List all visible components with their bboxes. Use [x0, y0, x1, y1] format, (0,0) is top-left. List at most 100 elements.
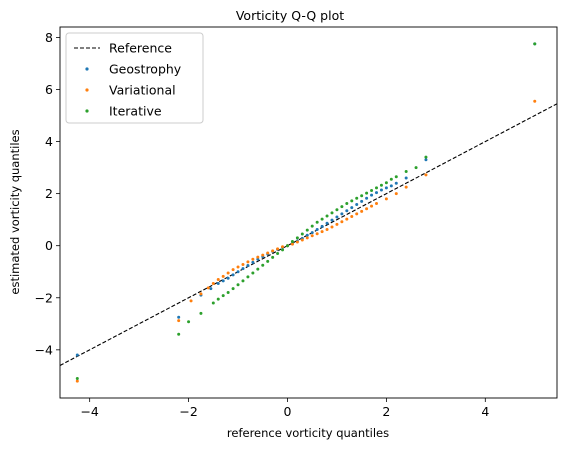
point-variational: [256, 255, 260, 259]
point-iterative: [271, 255, 275, 259]
point-variational: [236, 265, 240, 269]
point-geostrophy: [246, 263, 250, 267]
y-tick-label: −2: [35, 290, 53, 305]
point-iterative: [340, 205, 344, 209]
legend-swatch-variational: [85, 88, 89, 92]
point-geostrophy: [325, 221, 329, 225]
point-geostrophy: [340, 212, 344, 216]
legend-label-variational: Variational: [109, 83, 176, 98]
point-iterative: [251, 271, 255, 275]
point-geostrophy: [221, 279, 225, 283]
point-iterative: [187, 320, 191, 324]
point-iterative: [379, 183, 383, 187]
point-iterative: [241, 279, 245, 283]
point-variational: [305, 236, 309, 240]
point-variational: [310, 234, 314, 238]
point-iterative: [256, 267, 260, 271]
point-variational: [231, 268, 235, 272]
point-geostrophy: [394, 181, 398, 185]
point-geostrophy: [231, 273, 235, 277]
point-geostrophy: [305, 233, 309, 237]
point-geostrophy: [370, 193, 374, 197]
point-variational: [345, 217, 349, 221]
point-variational: [320, 230, 324, 234]
point-iterative: [335, 208, 339, 212]
point-iterative: [236, 283, 240, 287]
point-variational: [216, 278, 220, 282]
point-iterative: [325, 214, 329, 218]
point-iterative: [389, 177, 393, 181]
point-iterative: [414, 166, 418, 170]
point-variational: [206, 286, 210, 290]
point-variational: [221, 274, 225, 278]
point-variational: [533, 99, 537, 103]
point-iterative: [216, 297, 220, 301]
point-iterative: [533, 42, 537, 46]
point-variational: [266, 251, 270, 255]
point-geostrophy: [424, 158, 428, 162]
point-variational: [424, 173, 428, 177]
legend-label-geostrophy: Geostrophy: [109, 62, 182, 77]
point-iterative: [350, 199, 354, 203]
point-variational: [290, 242, 294, 246]
chart-title: Vorticity Q-Q plot: [236, 8, 344, 23]
point-iterative: [177, 332, 181, 336]
point-iterative: [266, 259, 270, 263]
point-variational: [75, 379, 79, 383]
point-iterative: [320, 217, 324, 221]
point-geostrophy: [251, 260, 255, 264]
point-iterative: [355, 196, 359, 200]
y-tick-label: 8: [45, 30, 53, 45]
point-iterative: [261, 263, 265, 267]
point-geostrophy: [384, 186, 388, 190]
point-variational: [315, 232, 319, 236]
legend: Reference Geostrophy Variational Iterative: [65, 32, 204, 124]
point-geostrophy: [404, 176, 408, 180]
point-iterative: [370, 189, 374, 193]
legend-label-reference: Reference: [109, 41, 172, 56]
point-variational: [226, 271, 230, 275]
x-tick-label: 2: [382, 404, 390, 419]
point-geostrophy: [330, 218, 334, 222]
y-tick-label: 6: [45, 82, 53, 97]
point-geostrophy: [345, 209, 349, 213]
point-geostrophy: [389, 184, 393, 188]
point-variational: [404, 185, 408, 189]
point-variational: [281, 245, 285, 249]
x-tick-label: 0: [284, 404, 292, 419]
point-geostrophy: [241, 267, 245, 271]
x-axis-ticks: −4 −2 0 2 4: [80, 398, 489, 419]
point-iterative: [384, 181, 388, 185]
point-variational: [394, 192, 398, 196]
reference-line: [60, 103, 557, 366]
point-iterative: [394, 175, 398, 179]
point-iterative: [404, 169, 408, 173]
point-variational: [370, 204, 374, 208]
point-geostrophy: [365, 196, 369, 200]
point-iterative: [75, 376, 79, 380]
point-variational: [374, 202, 378, 206]
point-variational: [199, 292, 203, 296]
point-geostrophy: [236, 270, 240, 274]
y-tick-label: 4: [45, 134, 53, 149]
point-iterative: [246, 275, 250, 279]
point-variational: [276, 247, 280, 251]
point-variational: [355, 212, 359, 216]
legend-label-iterative: Iterative: [109, 104, 162, 119]
plot-area: [59, 26, 558, 399]
point-iterative: [276, 252, 280, 256]
point-variational: [340, 220, 344, 224]
point-variational: [350, 215, 354, 219]
point-iterative: [226, 291, 230, 295]
point-variational: [360, 209, 364, 213]
y-tick-label: 0: [45, 238, 53, 253]
point-iterative: [365, 191, 369, 195]
point-geostrophy: [177, 315, 181, 319]
point-iterative: [345, 202, 349, 206]
y-tick-label: −4: [35, 342, 53, 357]
point-variational: [365, 207, 369, 211]
point-variational: [300, 238, 304, 242]
point-geostrophy: [75, 353, 79, 357]
point-geostrophy: [310, 231, 314, 235]
